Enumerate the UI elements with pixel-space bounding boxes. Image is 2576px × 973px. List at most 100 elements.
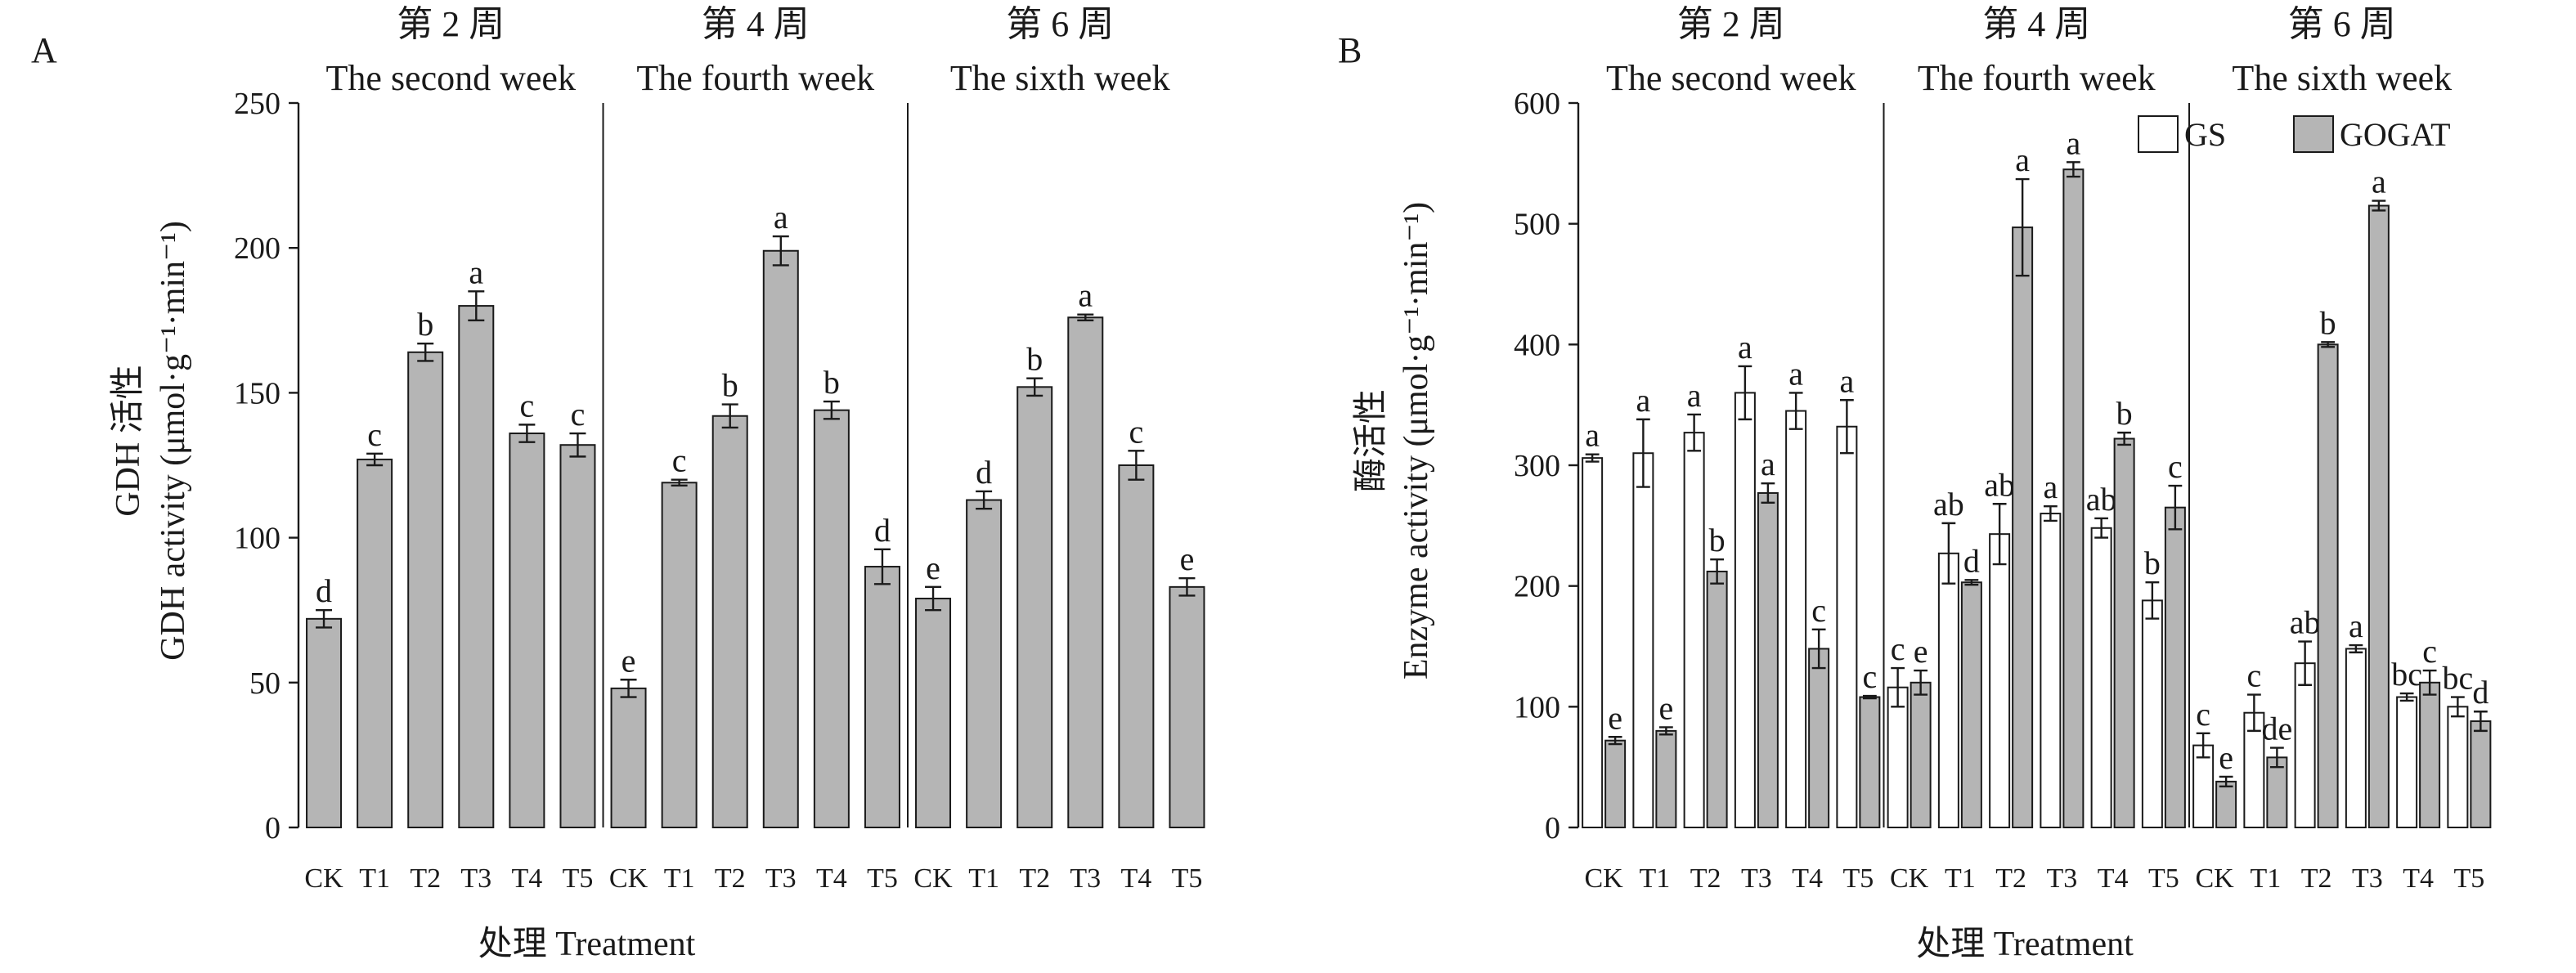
panel-letter: A (31, 30, 57, 70)
significance-label: e (622, 642, 636, 679)
bar-gogat (2012, 226, 2034, 828)
y-axis-title-en: GDH activity (μmol·g⁻¹·min⁻¹) (155, 221, 192, 661)
significance-label: ab (1984, 466, 2015, 503)
significance-label: c (571, 396, 586, 433)
bar-gs (1785, 410, 1807, 828)
significance-label: e (2219, 739, 2233, 776)
significance-label: bc (2442, 660, 2473, 697)
y-tick-label: 400 (1514, 328, 1560, 362)
significance-label: c (367, 416, 382, 453)
significance-label: ab (2086, 481, 2117, 518)
bar (661, 482, 698, 828)
significance-label: b (2320, 304, 2336, 341)
x-tick-label: CK (913, 863, 953, 894)
bar-gogat (2062, 168, 2085, 828)
bar-gogat (1859, 696, 1881, 829)
significance-label: a (2372, 164, 2386, 200)
bar-gogat (1910, 681, 1932, 828)
bar (813, 409, 850, 828)
bar-gs (1683, 432, 1705, 828)
x-tick-label: T3 (765, 863, 797, 894)
significance-label: b (2116, 395, 2133, 432)
bar (1118, 464, 1155, 828)
x-tick-label: T2 (1690, 863, 1721, 894)
x-tick-label: T2 (1019, 863, 1050, 894)
x-tick-label: CK (609, 863, 648, 894)
bar-gs (1887, 686, 1909, 828)
significance-label: a (1761, 446, 1775, 482)
y-axis-title-cn: GDH 活性 (110, 365, 147, 517)
group-label-en: The sixth week (950, 58, 1170, 98)
group-label-en: The fourth week (1918, 58, 2156, 98)
significance-label: a (774, 199, 788, 235)
significance-label: bc (2391, 656, 2422, 693)
bar (509, 433, 545, 828)
significance-label: c (2168, 448, 2183, 485)
group-label-en: The second week (1606, 58, 1856, 98)
significance-label: ab (2290, 604, 2321, 641)
bar-gogat (2266, 756, 2288, 828)
bar (306, 617, 343, 828)
x-tick-label: T1 (1639, 863, 1670, 894)
x-tick-label: T5 (2453, 863, 2484, 894)
y-tick-label: 600 (1514, 87, 1560, 121)
bar (1169, 585, 1205, 829)
significance-label: a (2066, 124, 2080, 161)
bar-gogat (2419, 681, 2441, 828)
bar-gogat (1604, 739, 1627, 828)
bar-gogat (2113, 437, 2135, 828)
y-tick-label: 200 (1514, 570, 1560, 604)
bar-gogat (2470, 720, 2492, 829)
x-tick-label: CK (304, 863, 343, 894)
bar-gs (2396, 696, 2418, 829)
x-tick-label: T3 (1070, 863, 1101, 894)
x-tick-label: T1 (968, 863, 999, 894)
significance-label: a (2043, 469, 2058, 505)
significance-label: e (1658, 689, 1673, 726)
bar-gogat (1960, 581, 1982, 829)
bar-gogat (1706, 570, 1728, 828)
significance-label: c (1129, 413, 1143, 450)
significance-label: c (2246, 657, 2261, 694)
bar (711, 415, 748, 828)
bar-gs (2294, 662, 2316, 828)
x-tick-label: T4 (1120, 863, 1151, 894)
significance-label: a (1738, 329, 1752, 365)
bar (458, 305, 495, 828)
x-tick-label: T4 (511, 863, 542, 894)
legend-label-gogat: GOGAT (2340, 116, 2451, 153)
significance-label: d (976, 454, 992, 491)
y-tick-label: 300 (1514, 449, 1560, 483)
significance-label: a (469, 253, 483, 290)
significance-label: c (2422, 633, 2437, 670)
bar (1016, 386, 1053, 828)
bar (762, 249, 799, 828)
significance-label: a (1078, 277, 1093, 314)
x-tick-label: T4 (816, 863, 847, 894)
y-tick-label: 200 (234, 231, 280, 266)
group-label-cn: 第 6 周 (1006, 4, 1114, 44)
significance-label: a (2015, 141, 2030, 178)
bar-gogat (2164, 506, 2186, 829)
group-label-en: The fourth week (636, 58, 874, 98)
significance-label: b (1026, 341, 1043, 378)
y-tick-label: 250 (234, 87, 280, 121)
significance-label: d (874, 512, 891, 549)
x-tick-label: T3 (460, 863, 491, 894)
y-tick-label: 150 (234, 376, 280, 410)
bar-gs (1734, 392, 1756, 828)
significance-label: c (672, 442, 687, 479)
x-tick-label: CK (2196, 863, 2235, 894)
bar-gogat (1757, 491, 1779, 828)
significance-label: a (1585, 417, 1600, 454)
bar-gs (2040, 513, 2062, 828)
bar-gs (2345, 648, 2367, 828)
x-tick-label: T4 (2403, 863, 2434, 894)
bar (610, 687, 647, 828)
group-label-cn: 第 6 周 (2288, 4, 2396, 44)
x-axis-title: 处理 Treatment (1916, 926, 2134, 963)
x-tick-label: T4 (1792, 863, 1823, 894)
bar-gs (2090, 527, 2112, 829)
x-tick-label: T3 (2352, 863, 2383, 894)
x-axis-title: 处理 Treatment (478, 926, 696, 963)
